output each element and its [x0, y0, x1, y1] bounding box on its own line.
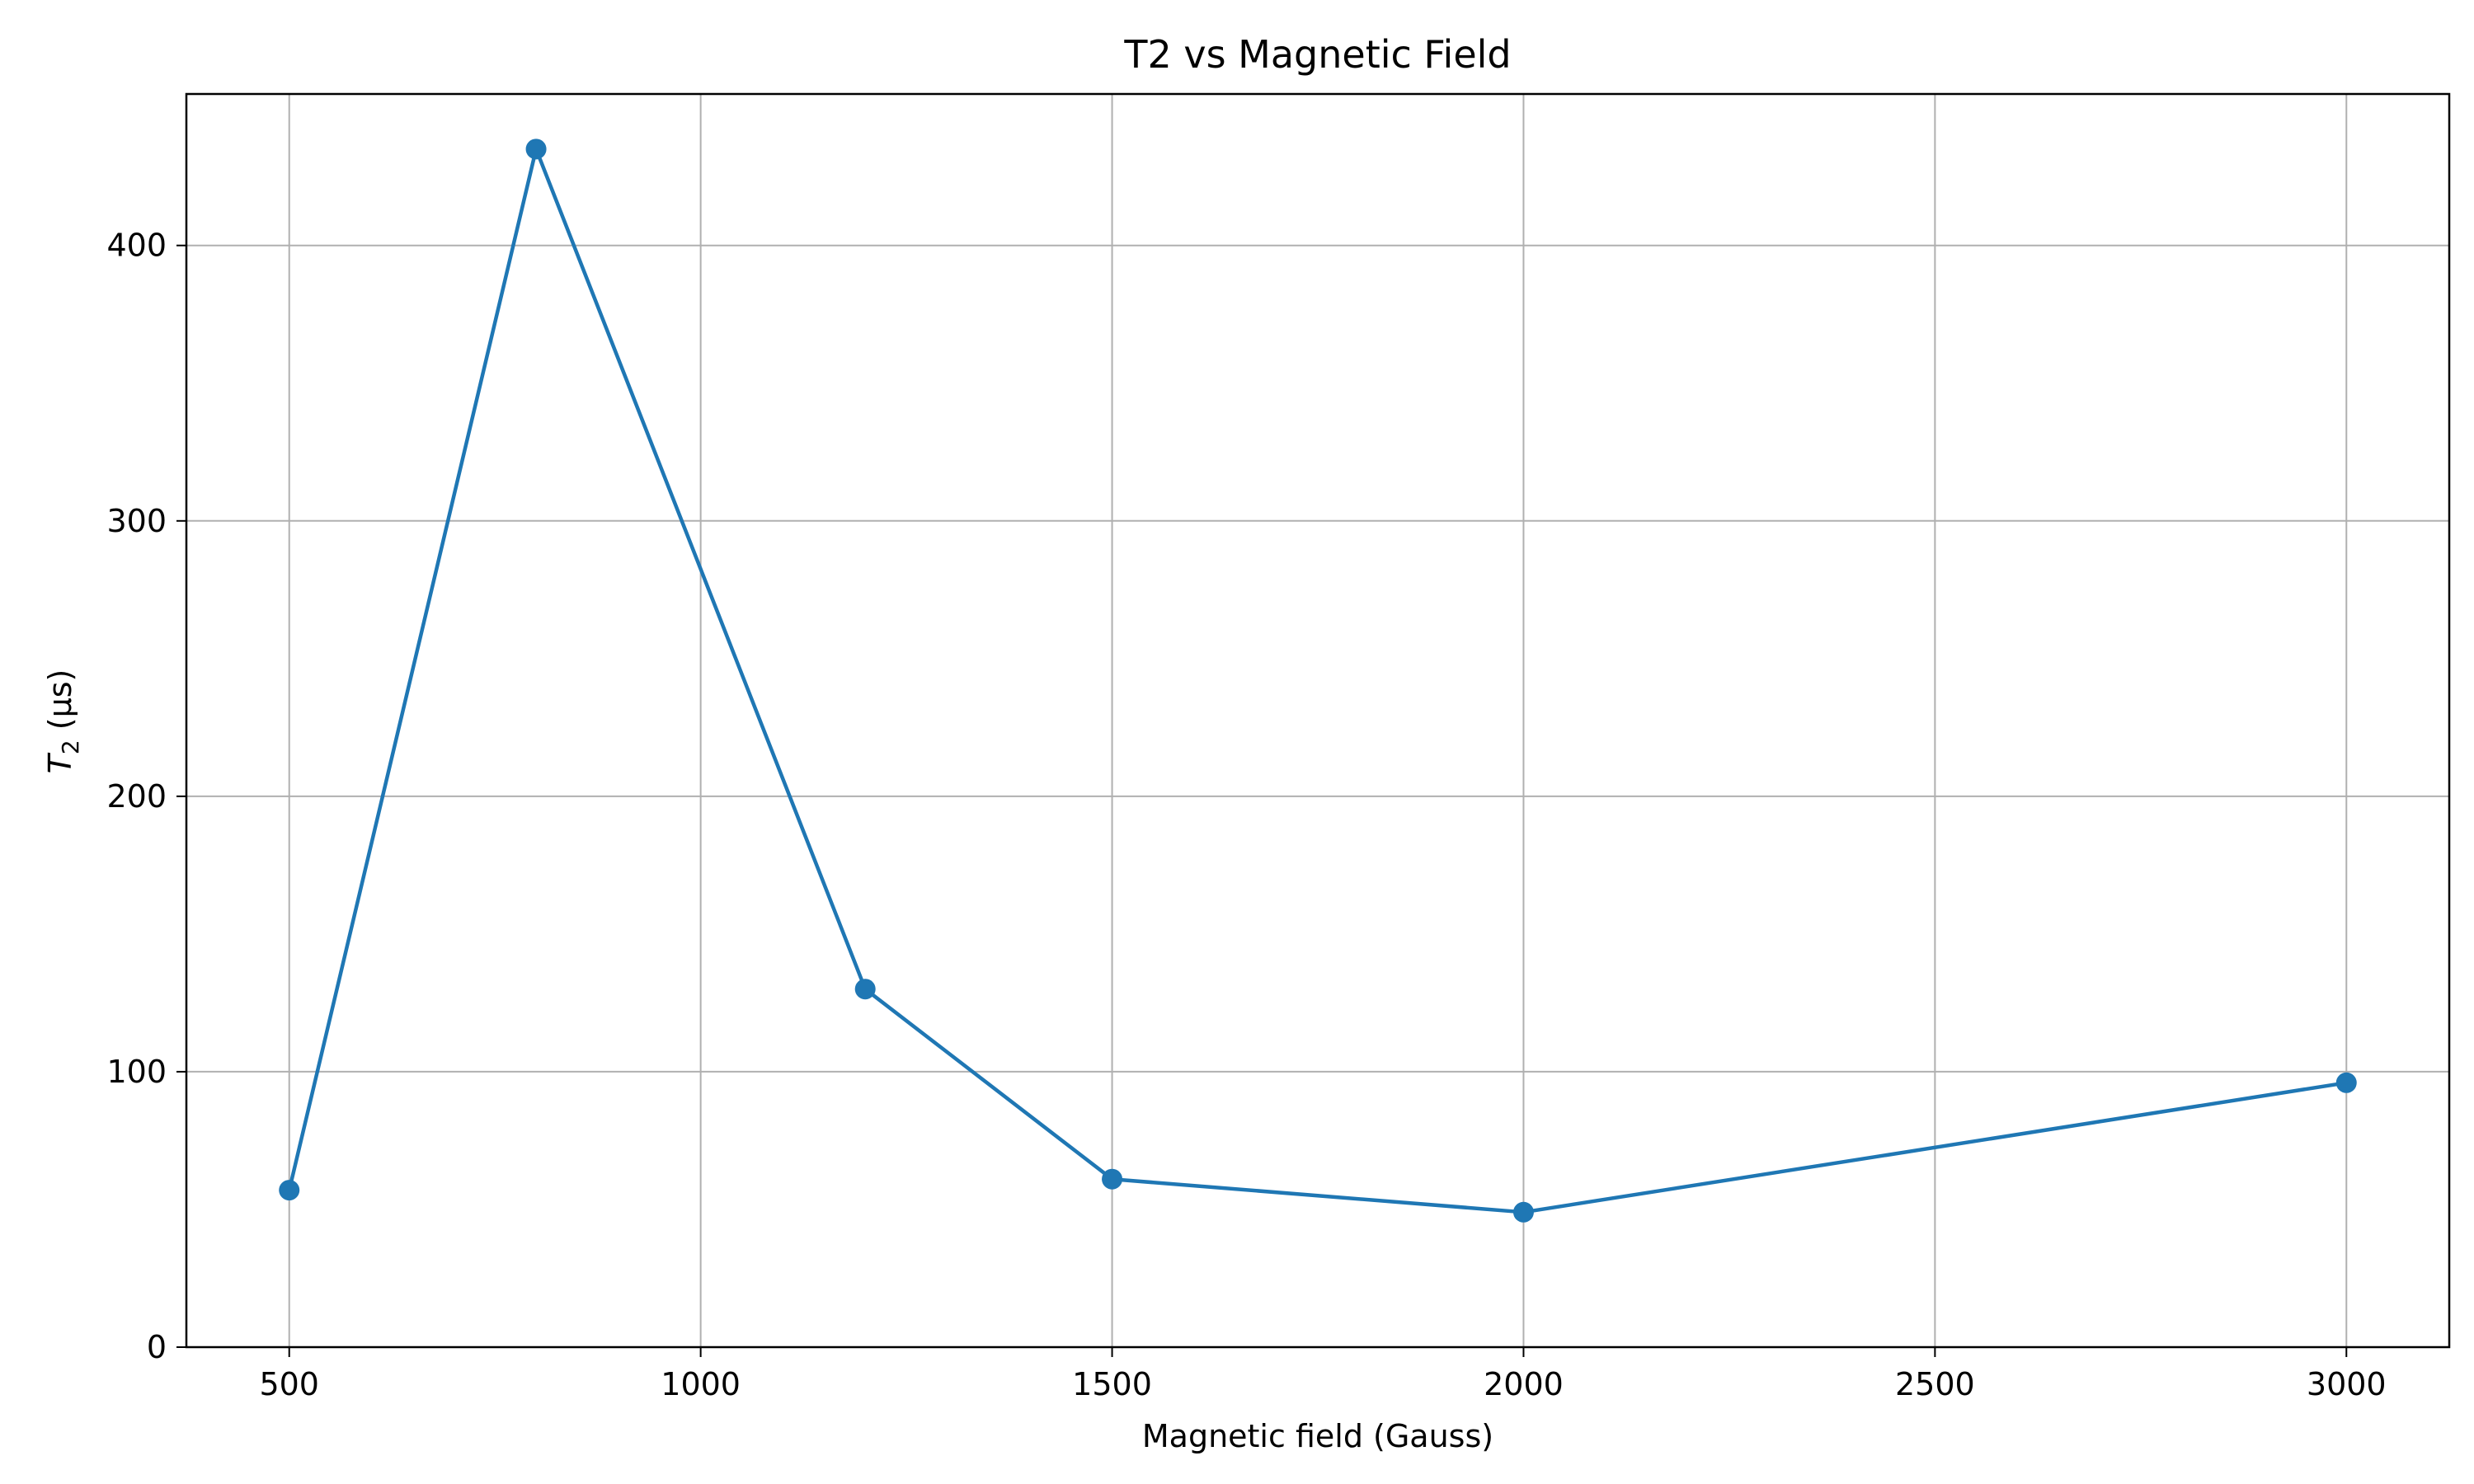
y-axis-label-subscript: 2: [57, 740, 84, 754]
x-tick-label: 2000: [1484, 1366, 1564, 1402]
series-line: [287, 147, 2347, 1214]
y-axis-ticks: 0 100 200 300 400: [106, 228, 186, 1365]
data-point-marker: [525, 139, 547, 160]
y-tick-label: 400: [106, 228, 167, 264]
y-axis-label-unit: (μs): [42, 669, 78, 740]
plot-area-frame: [185, 92, 2451, 1349]
series-layer: [279, 139, 2357, 1223]
y-axis-label: T2 (μs): [42, 669, 84, 774]
data-point-marker: [2335, 1072, 2357, 1093]
y-tick-label: 100: [106, 1054, 167, 1090]
data-point-marker: [279, 1180, 300, 1201]
x-tick-label: 1000: [661, 1366, 741, 1402]
data-point-marker: [1102, 1168, 1123, 1190]
x-axis-ticks: 500 1000 1500 2000 2500 3000: [259, 1347, 2387, 1402]
x-tick-label: 2500: [1895, 1366, 1975, 1402]
x-tick-label: 500: [259, 1366, 319, 1402]
y-tick-label: 200: [106, 778, 167, 815]
data-point-marker: [854, 979, 876, 1000]
y-tick-label: 0: [147, 1329, 167, 1365]
y-axis-label-main: T: [42, 752, 78, 773]
chart-title: T2 vs Magnetic Field: [1123, 32, 1511, 77]
x-axis-label: Magnetic field (Gauss): [1142, 1418, 1493, 1454]
x-tick-label: 1500: [1072, 1366, 1152, 1402]
y-tick-label: 300: [106, 503, 167, 539]
x-tick-label: 3000: [2307, 1366, 2387, 1402]
data-point-marker: [1512, 1201, 1534, 1223]
